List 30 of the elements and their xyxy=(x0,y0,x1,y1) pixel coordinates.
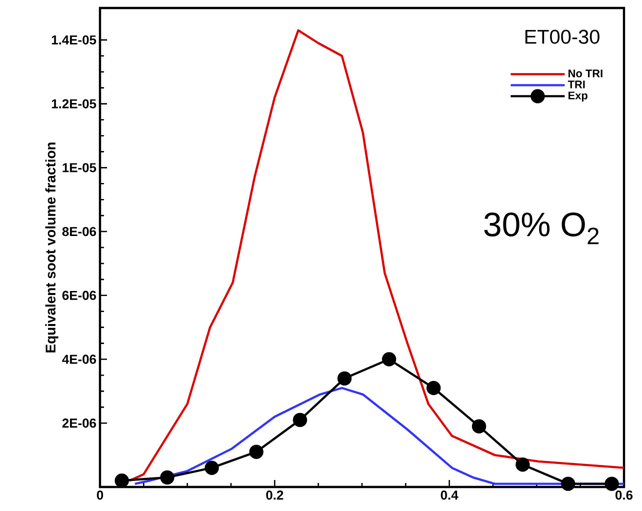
point xyxy=(337,371,352,386)
x-tick-label: 0.6 xyxy=(616,490,633,500)
x-tick-label: 0.2 xyxy=(266,490,284,500)
line-series xyxy=(134,386,626,485)
point xyxy=(382,352,396,366)
point xyxy=(292,412,308,428)
y-tick-label: 1E-05 xyxy=(62,163,96,172)
point xyxy=(114,474,129,488)
y-tick-label: 6E-06 xyxy=(62,290,96,300)
legend-label: No TRI xyxy=(568,70,602,78)
point xyxy=(472,419,486,434)
y-axis-title: Equivalent soot volume fraction xyxy=(45,142,58,352)
point xyxy=(249,444,264,459)
x-tick-label: 0 xyxy=(96,490,104,500)
point xyxy=(426,380,441,396)
point xyxy=(204,460,219,475)
x-tick-label: 0.4 xyxy=(440,490,458,500)
point xyxy=(604,476,619,491)
point xyxy=(516,458,530,472)
y-tick-label: 1.2E-05 xyxy=(52,99,96,108)
y-tick-label: 1.4E-05 xyxy=(52,35,96,45)
y-tick-label: 8E-06 xyxy=(62,226,96,236)
legend-label: TRI xyxy=(568,80,585,88)
y-tick-label: 4E-06 xyxy=(62,354,96,364)
annotation: 30% O$_{2}$ xyxy=(484,212,599,244)
point xyxy=(160,470,174,485)
y-tick-label: 2E-06 xyxy=(62,418,96,428)
point xyxy=(561,476,576,491)
annotation: ET00-30 xyxy=(525,30,600,44)
legend-label: Exp xyxy=(568,92,588,102)
